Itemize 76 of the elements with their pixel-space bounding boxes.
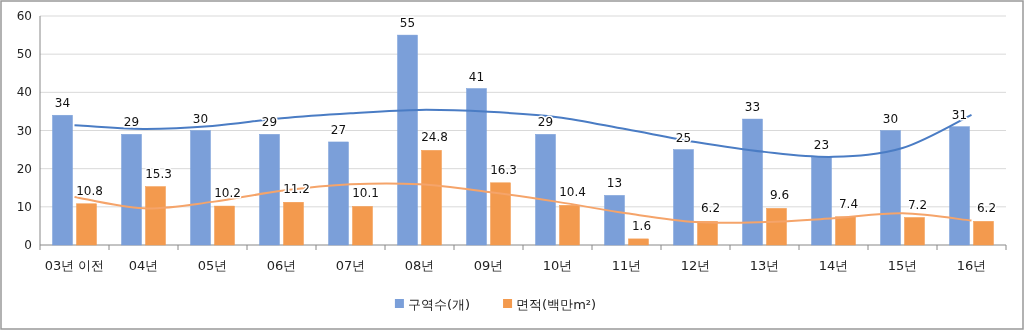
data-label: 30 [882, 111, 899, 126]
bar [421, 150, 442, 246]
bar [742, 118, 763, 246]
data-label: 13 [606, 176, 623, 191]
data-label: 10.1 [352, 186, 379, 201]
bar [949, 126, 970, 246]
x-tick-label: 14년 [818, 258, 849, 273]
bar [145, 186, 166, 246]
bar [76, 203, 97, 246]
bar [259, 134, 280, 246]
bar [973, 221, 994, 246]
y-tick-label: 20 [16, 161, 32, 176]
bar [604, 195, 625, 246]
data-label: 7.2 [907, 197, 928, 212]
bar [214, 205, 235, 246]
bar [880, 130, 901, 246]
bar [697, 221, 718, 246]
data-label: 41 [468, 69, 485, 84]
bar [835, 216, 856, 246]
bar [328, 141, 349, 246]
data-label: 6.2 [700, 201, 721, 216]
data-label: 27 [330, 122, 347, 137]
bar [628, 238, 649, 246]
x-tick-label: 12년 [680, 258, 711, 273]
bar [466, 88, 487, 246]
x-tick-label: 07년 [335, 258, 366, 273]
data-label: 33 [744, 100, 761, 115]
x-tick-label: 04년 [128, 258, 159, 273]
data-label: 10.2 [214, 186, 241, 201]
y-tick-label: 60 [16, 9, 32, 23]
bar [490, 182, 511, 246]
bar [673, 149, 694, 246]
data-label: 15.3 [145, 166, 172, 181]
data-label: 6.2 [976, 201, 997, 216]
bar [535, 134, 556, 246]
bar [811, 156, 832, 246]
data-label: 16.3 [490, 162, 517, 177]
data-label: 10.4 [559, 185, 586, 200]
data-label: 23 [813, 138, 830, 153]
y-tick-label: 40 [16, 85, 32, 100]
x-tick-label: 11년 [611, 258, 642, 273]
bar [397, 34, 418, 246]
y-tick-label: 10 [16, 199, 32, 214]
data-label: 55 [399, 16, 416, 31]
x-tick-label: 05년 [197, 258, 228, 273]
y-tick-label: 0 [24, 238, 32, 252]
x-tick-label: 15년 [887, 258, 918, 273]
data-label: 24.8 [421, 130, 448, 145]
x-tick-label: 16년 [956, 258, 987, 273]
data-label: 30 [192, 111, 209, 126]
x-tick-label: 10년 [542, 258, 573, 273]
y-tick-label: 30 [16, 123, 32, 138]
legend-label: 구역수(개) [407, 297, 471, 312]
bar [52, 114, 73, 246]
bar [904, 217, 925, 246]
data-label: 29 [123, 115, 140, 130]
x-tick-label: 03년 이전 [44, 258, 105, 273]
data-label: 10.8 [76, 183, 103, 198]
x-tick-label: 13년 [749, 258, 780, 273]
bar [121, 134, 142, 246]
data-label: 1.6 [631, 218, 652, 233]
x-tick-label: 09년 [473, 258, 504, 273]
bar [190, 130, 211, 246]
data-label: 7.4 [838, 196, 859, 211]
bar [766, 208, 787, 246]
data-label: 31 [951, 107, 968, 122]
bar [283, 202, 304, 246]
data-label: 34 [54, 96, 71, 111]
x-tick-label: 06년 [266, 258, 297, 273]
legend-label: 면적(백만m²) [516, 297, 597, 312]
x-tick-label: 08년 [404, 258, 435, 273]
data-label: 9.6 [769, 188, 790, 203]
y-tick-label: 50 [16, 47, 32, 62]
bar [352, 206, 373, 246]
bar [559, 205, 580, 246]
data-label: 29 [537, 115, 554, 130]
